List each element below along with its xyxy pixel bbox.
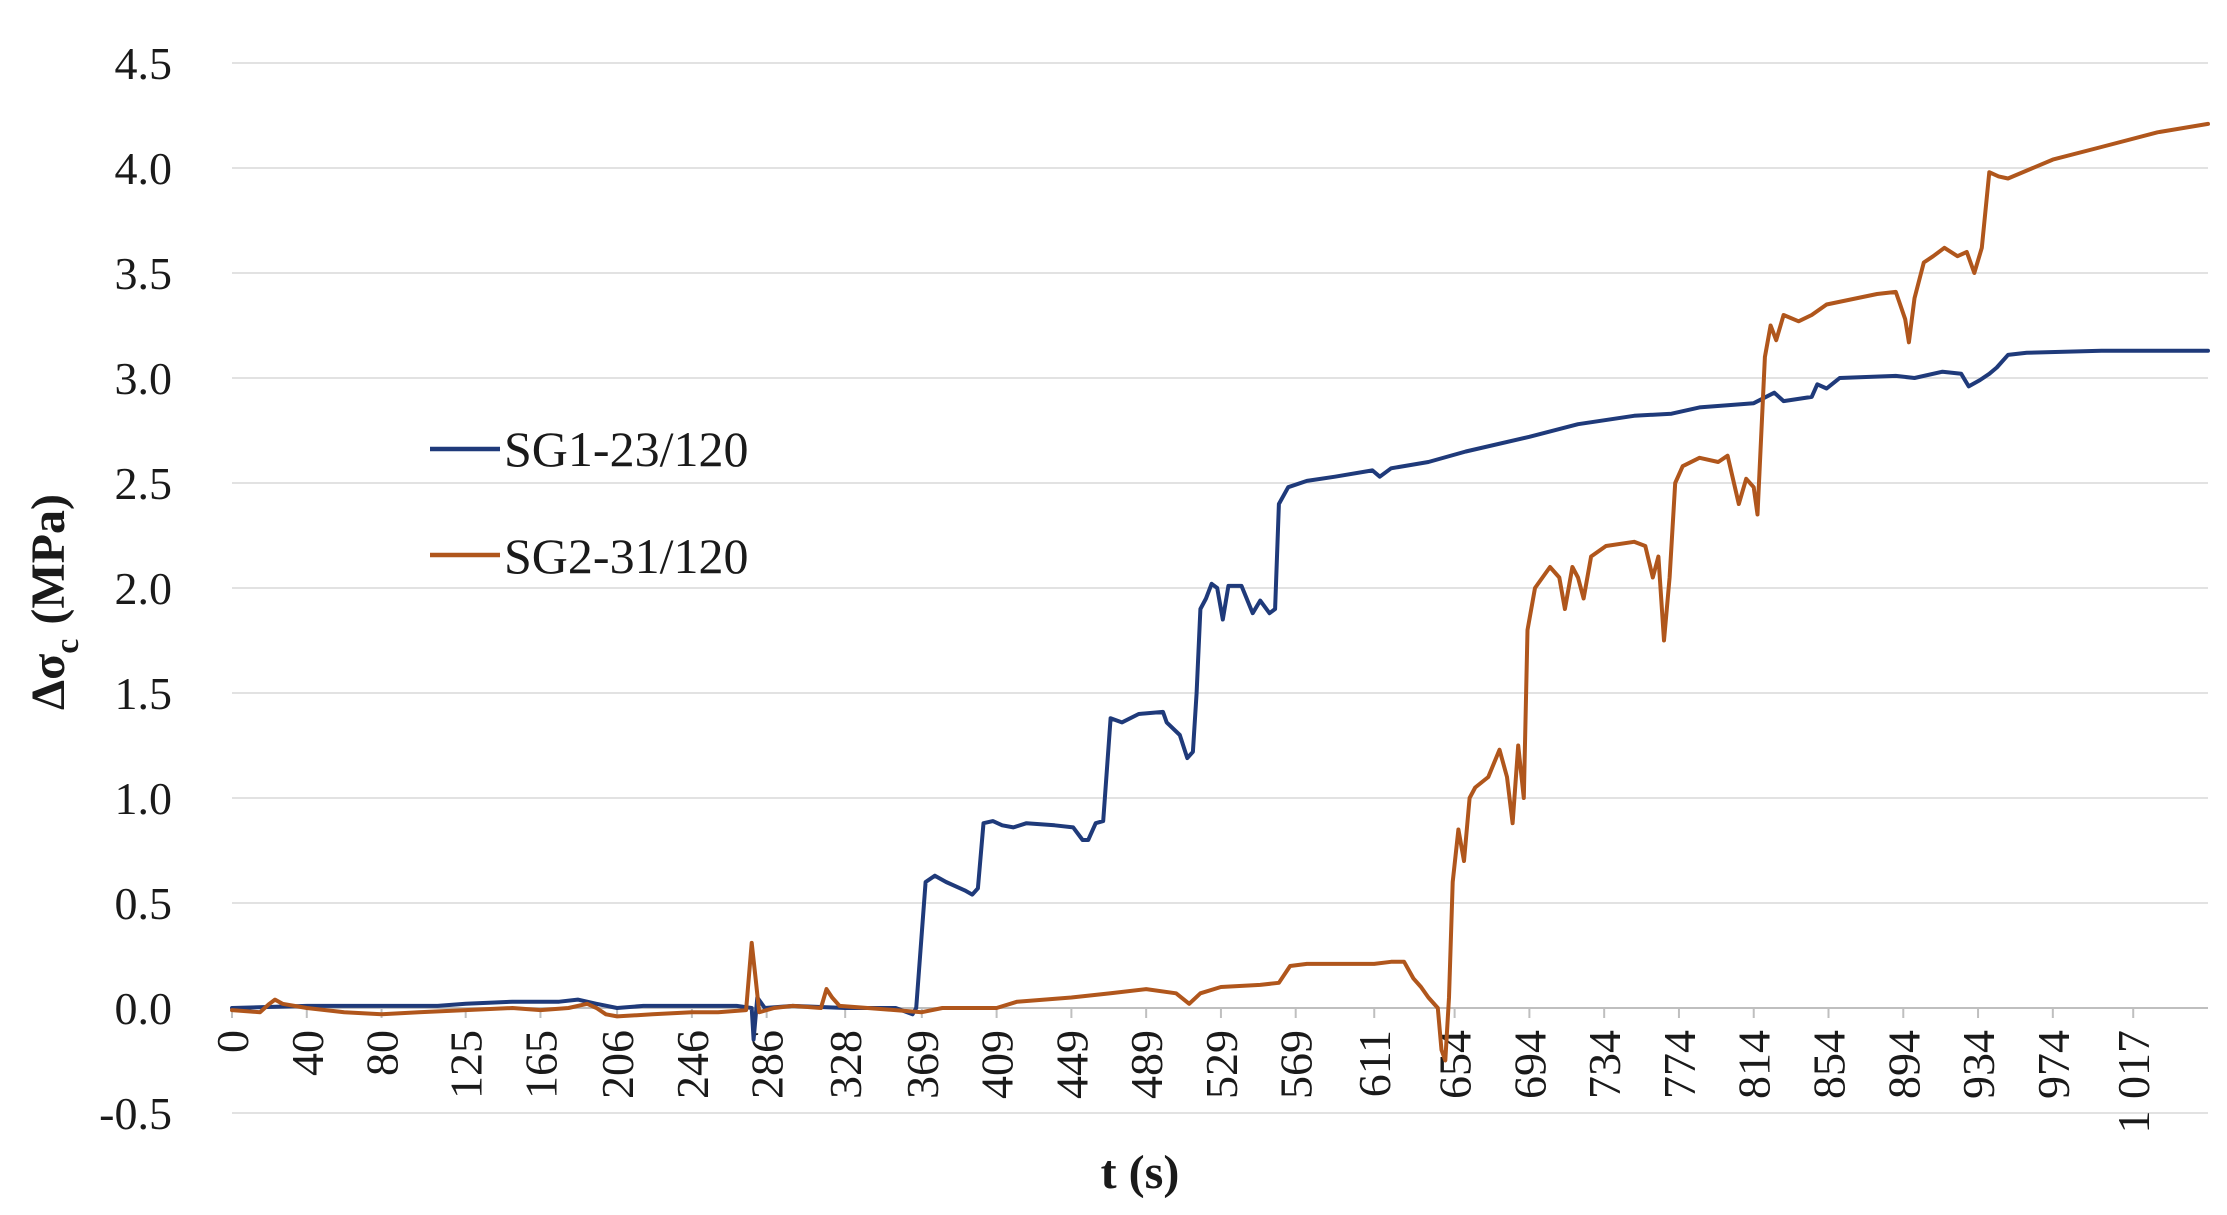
x-tick-label: 369 xyxy=(897,1030,948,1099)
x-tick-label: 774 xyxy=(1654,1030,1705,1099)
x-tick-label: 206 xyxy=(592,1030,643,1099)
legend-label-sg1: SG1-23/120 xyxy=(504,421,748,477)
legend-item-sg1: SG1-23/120 xyxy=(430,421,748,477)
x-tick-label: 734 xyxy=(1579,1030,1630,1099)
y-tick-label: 2.5 xyxy=(115,458,173,509)
x-tick-label: 894 xyxy=(1878,1030,1929,1099)
y-tick-label: 0.5 xyxy=(115,878,173,929)
y-tick-label: 1.0 xyxy=(115,773,173,824)
y-tick-label: 1.5 xyxy=(115,668,173,719)
y-axis-title-subscript: c xyxy=(49,639,86,654)
series-lines xyxy=(230,121,2210,1063)
legend-label-sg2: SG2-31/120 xyxy=(504,528,748,584)
x-tick-label: 0 xyxy=(207,1030,258,1053)
x-tick-label: 854 xyxy=(1804,1030,1855,1099)
x-tick-label: 40 xyxy=(282,1030,333,1076)
x-tick-label: 694 xyxy=(1504,1030,1555,1099)
legend-item-sg2: SG2-31/120 xyxy=(430,528,748,584)
gridlines xyxy=(232,62,2208,1114)
x-tick-label: 569 xyxy=(1271,1030,1322,1099)
svg-text:Δσc(MPa): Δσc (MPa) xyxy=(22,494,86,710)
x-tick-label: 611 xyxy=(1349,1030,1400,1097)
x-tick-label: 934 xyxy=(1953,1030,2004,1099)
x-tick-label: 449 xyxy=(1046,1030,1097,1099)
y-axis-title-unit: (MPa) xyxy=(22,494,75,625)
y-tick-label: 4.5 xyxy=(115,38,173,89)
y-tick-label: 0.0 xyxy=(115,983,173,1034)
y-axis-ticks: -0.5 0.0 0.5 1.0 1.5 2.0 2.5 3.0 3.5 4.0 4.5 xyxy=(99,38,172,1139)
x-axis-title: t (s) xyxy=(1101,1146,1180,1199)
x-tick-label: 1 017 xyxy=(2108,1030,2159,1134)
y-tick-label: 3.5 xyxy=(115,248,173,299)
x-tick-label: 489 xyxy=(1121,1030,1172,1099)
x-tick-label: 286 xyxy=(742,1030,793,1099)
x-tick-label: 814 xyxy=(1729,1030,1780,1099)
x-tick-label: 125 xyxy=(441,1030,492,1099)
x-tick-label: 529 xyxy=(1196,1030,1247,1099)
x-tick-label: 80 xyxy=(357,1030,408,1076)
y-axis-title-symbol: Δσ xyxy=(22,654,75,710)
x-tick-label: 328 xyxy=(820,1030,871,1099)
y-axis-title: Δσc (MPa) xyxy=(22,494,86,710)
y-tick-label: 3.0 xyxy=(115,353,173,404)
x-tick-label: 246 xyxy=(667,1030,718,1099)
y-tick-label: -0.5 xyxy=(99,1088,172,1139)
x-tick-label: 409 xyxy=(972,1030,1023,1099)
x-tick-label: 165 xyxy=(515,1030,566,1099)
x-tick-label: 654 xyxy=(1430,1030,1481,1099)
y-tick-label: 2.0 xyxy=(115,563,173,614)
legend: SG1-23/120 SG2-31/120 xyxy=(430,421,748,584)
x-tick-label: 974 xyxy=(2028,1030,2079,1099)
series-line-sg2 xyxy=(230,121,2210,1063)
y-tick-label: 4.0 xyxy=(115,143,173,194)
x-axis-ticks: 0 40 80 125 165 206 246 286 328 369 409 449 489 529 56… xyxy=(207,1008,2159,1134)
